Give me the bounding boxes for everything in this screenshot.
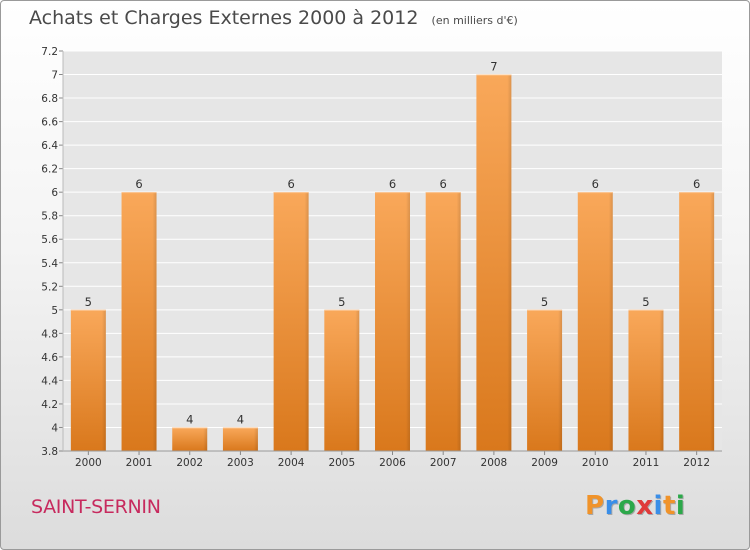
y-tick-label: 4.8 — [41, 328, 58, 340]
logo-letter: r — [604, 491, 618, 521]
y-tick-label: 4 — [51, 422, 58, 434]
y-tick-label: 6.8 — [41, 93, 58, 105]
bar-shade — [456, 192, 461, 452]
bar-shade — [355, 309, 360, 451]
bar-shade — [608, 192, 613, 452]
logo-letter: t — [662, 491, 676, 521]
x-tick-label: 2000 — [75, 457, 102, 469]
y-tick-label: 4.2 — [41, 399, 58, 411]
bar-shade — [507, 74, 512, 451]
bar-2001[interactable] — [121, 192, 157, 452]
logo-letter: i — [653, 491, 663, 521]
bar-2012[interactable] — [679, 192, 715, 452]
x-tick-label: 2002 — [176, 457, 203, 469]
x-tick-label: 2006 — [379, 457, 406, 469]
y-tick-label: 6 — [51, 187, 58, 199]
logo-letter: i — [675, 491, 686, 521]
bar-2002[interactable] — [172, 427, 208, 451]
bar-shade — [405, 192, 410, 452]
bar-2009[interactable] — [527, 309, 563, 451]
bar-shade — [659, 309, 664, 451]
x-tick-label: 2003 — [227, 457, 254, 469]
bar-shade — [710, 192, 715, 452]
y-tick-label: 4.4 — [41, 375, 58, 387]
bar-shade — [558, 309, 563, 451]
bars — [70, 74, 715, 452]
x-tick-label: 2007 — [430, 457, 457, 469]
data-label: 4 — [186, 412, 193, 426]
commune-name: SAINT-SERNIN — [31, 496, 161, 518]
bar-2003[interactable] — [222, 427, 258, 451]
x-tick-label: 2005 — [328, 457, 355, 469]
y-tick-label: 6.2 — [41, 164, 58, 176]
bar-2005[interactable] — [324, 309, 360, 451]
data-label: 4 — [237, 412, 244, 426]
y-tick-label: 6.4 — [41, 140, 58, 152]
data-label: 6 — [135, 177, 142, 191]
y-axis-labels: 3.8 4 4.2 4.4 4.6 4.8 5 5.2 5.4 5.6 5.8 6 6.2 6.4 6.6 6… — [41, 46, 58, 458]
bar-shade — [253, 427, 258, 451]
data-label: 6 — [389, 177, 396, 191]
y-tick-label: 7 — [51, 70, 58, 82]
x-tick-label: 2008 — [481, 457, 508, 469]
data-label: 5 — [541, 295, 548, 309]
logo-letter: P — [585, 491, 605, 521]
data-label: 5 — [642, 295, 649, 309]
bar-2004[interactable] — [273, 192, 309, 452]
bar-shade — [304, 192, 309, 452]
bar-2006[interactable] — [375, 192, 410, 452]
logo-letter: x — [636, 491, 654, 521]
x-tick-label: 2010 — [582, 457, 609, 469]
y-tick-label: 5 — [51, 305, 58, 317]
data-label: 6 — [693, 177, 700, 191]
y-tick-label: 5.8 — [41, 211, 58, 223]
bar-2008[interactable] — [476, 74, 512, 451]
bar-shade — [152, 192, 157, 452]
y-tick-label: 5.2 — [41, 281, 58, 293]
data-labels: 5 6 4 4 6 5 6 6 7 5 6 5 6 — [85, 60, 701, 427]
data-label: 6 — [592, 177, 599, 191]
bar-2000[interactable] — [70, 309, 106, 451]
title-unit: (en milliers d'€) — [431, 14, 518, 27]
logo-letter: o — [617, 491, 637, 521]
x-tick-label: 2004 — [278, 457, 305, 469]
bar-2011[interactable] — [628, 309, 664, 451]
x-axis-labels: 2000 2001 2002 2003 2004 2005 2006 2007 2008 2009… — [75, 451, 710, 469]
y-tick-label: 5.4 — [41, 258, 58, 270]
proxiti-logo[interactable]: Proxiti — [585, 491, 685, 521]
title-text: Achats et Charges Externes 2000 à 2012 — [29, 7, 419, 29]
data-label: 6 — [440, 177, 447, 191]
chart-title: Achats et Charges Externes 2000 à 2012 (… — [29, 7, 518, 29]
bar-shade — [101, 309, 106, 451]
x-tick-label: 2001 — [126, 457, 153, 469]
bar-2007[interactable] — [425, 192, 461, 452]
data-label: 6 — [287, 177, 294, 191]
bar-shade — [203, 427, 208, 451]
y-tick-label: 6.6 — [41, 117, 58, 129]
x-tick-label: 2009 — [531, 457, 558, 469]
data-label: 5 — [338, 295, 345, 309]
y-tick-label: 3.8 — [41, 446, 58, 458]
x-tick-label: 2011 — [633, 457, 660, 469]
y-tick-label: 7.2 — [41, 46, 58, 58]
data-label: 7 — [490, 60, 497, 74]
y-tick-label: 4.6 — [41, 352, 58, 364]
y-tick-label: 5.6 — [41, 234, 58, 246]
bar-2010[interactable] — [577, 192, 613, 452]
data-label: 5 — [85, 295, 92, 309]
x-tick-label: 2012 — [683, 457, 710, 469]
